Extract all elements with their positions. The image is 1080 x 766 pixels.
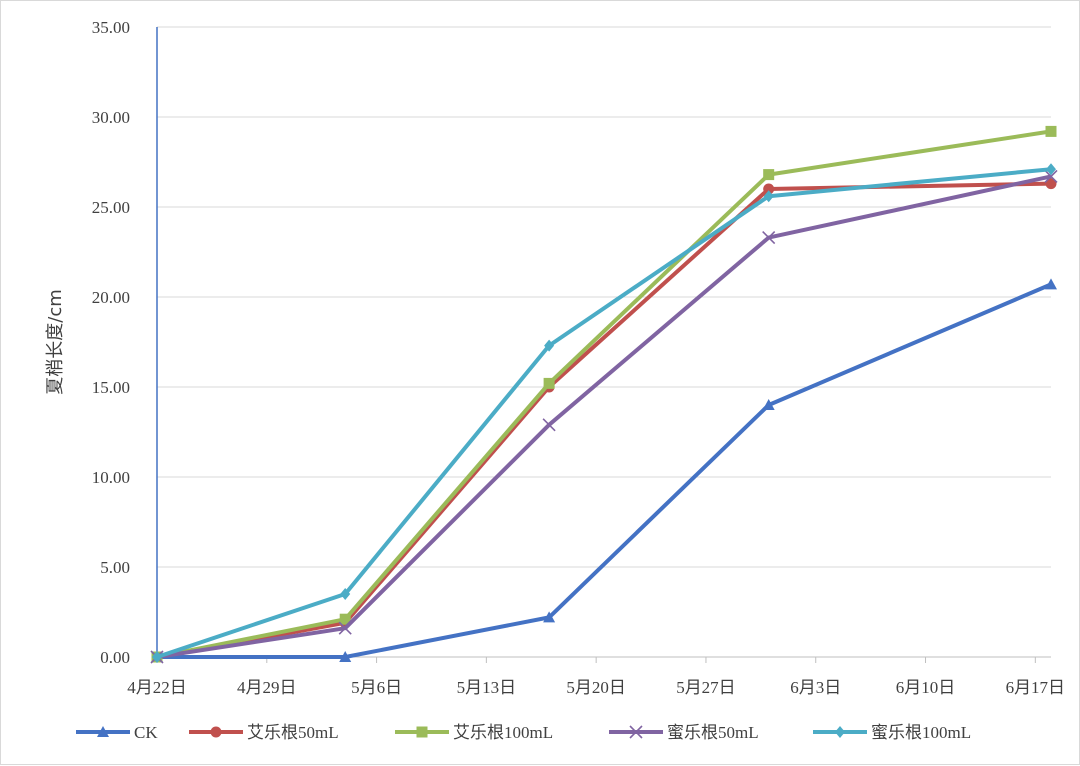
legend-item: CK <box>76 723 158 742</box>
legend-label: 艾乐根50mL <box>247 723 339 742</box>
data-point <box>762 399 775 410</box>
x-tick-label: 4月29日 <box>237 678 297 697</box>
legend-label: 蜜乐根100mL <box>871 723 971 742</box>
y-tick-label: 5.00 <box>100 558 130 577</box>
legend-label: CK <box>134 723 158 742</box>
x-tick-label: 5月13日 <box>457 678 517 697</box>
y-tick-label: 35.00 <box>92 18 130 37</box>
data-point <box>340 588 351 600</box>
data-point <box>1045 178 1057 190</box>
legend-marker <box>835 726 845 738</box>
x-tick-label: 4月22日 <box>127 678 187 697</box>
y-tick-label: 15.00 <box>92 378 130 397</box>
data-point <box>763 169 775 181</box>
legend-label: 蜜乐根50mL <box>667 723 759 742</box>
axes <box>156 27 1051 663</box>
y-tick-label: 30.00 <box>92 108 130 127</box>
data-point <box>1045 278 1057 290</box>
data-point <box>763 190 774 203</box>
gridlines <box>157 26 1051 568</box>
x-tick-label: 5月27日 <box>676 678 736 697</box>
series-line <box>156 167 1052 659</box>
data-point <box>544 339 555 352</box>
data-point <box>1044 169 1058 183</box>
series-1 <box>151 178 1057 663</box>
y-axis-label: 夏梢长度/cm <box>45 289 66 395</box>
series-3 <box>150 169 1058 664</box>
y-tick-label: 20.00 <box>92 288 130 307</box>
data-point <box>338 621 352 635</box>
x-tick-labels: 4月22日 4月29日 5月6日 5月13日 5月20日 5月27日 6月3日 6月10日 6月… <box>127 678 1065 697</box>
data-point <box>152 651 162 663</box>
data-point <box>1046 163 1056 176</box>
data-point <box>542 418 556 432</box>
legend-label: 艾乐根100mL <box>453 723 553 742</box>
legend-item: 艾乐根50mL <box>189 723 339 742</box>
y-tick-label: 25.00 <box>92 198 130 217</box>
legend-marker <box>629 725 643 739</box>
data-point <box>1045 125 1057 137</box>
data-point <box>339 651 352 662</box>
y-tick-labels: 0.00 5.00 10.00 15.00 20.00 25.00 30.00 35.00 <box>92 18 130 667</box>
legend-item: 蜜乐根50mL <box>609 723 759 742</box>
series-0 <box>151 278 1057 662</box>
y-tick-label: 10.00 <box>92 468 130 487</box>
data-point <box>339 613 351 625</box>
x-tick-label: 5月6日 <box>351 678 402 697</box>
series-line <box>157 282 1052 659</box>
legend-item: 艾乐根100mL <box>395 723 553 742</box>
legend-marker <box>416 726 428 738</box>
series-line <box>156 174 1052 659</box>
series-line <box>156 181 1052 659</box>
x-tick-label: 5月20日 <box>566 678 626 697</box>
data-point <box>763 183 775 195</box>
data-point <box>543 611 556 623</box>
x-tick-label: 6月3日 <box>790 678 841 697</box>
x-tick-label: 6月10日 <box>896 678 956 697</box>
data-point <box>543 377 555 389</box>
legend-item: 蜜乐根100mL <box>813 723 971 742</box>
data-point <box>762 231 776 245</box>
series-line <box>156 129 1052 659</box>
series-lines <box>150 125 1058 664</box>
y-tick-label: 0.00 <box>100 648 130 667</box>
legend: CK 艾乐根50mL 艾乐根100mL 蜜乐根50mL 蜜乐根100mL <box>76 723 971 742</box>
legend-marker <box>210 726 222 738</box>
x-tick-label: 6月17日 <box>1006 678 1066 697</box>
series-4 <box>152 163 1056 663</box>
legend-marker <box>97 726 109 737</box>
